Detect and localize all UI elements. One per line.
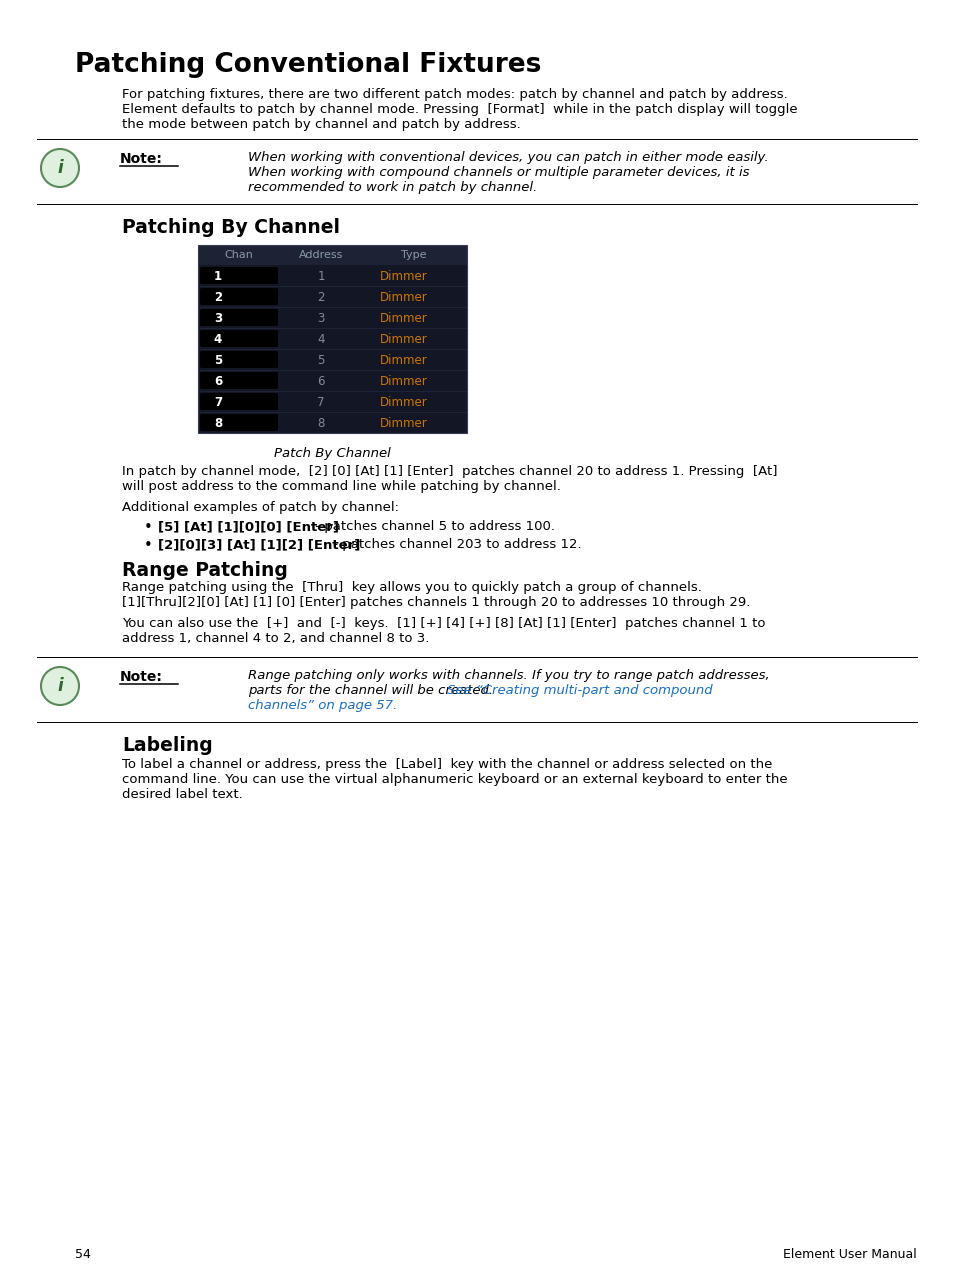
Text: In patch by channel mode,  [2] [0] [At] [1] [Enter]  patches channel 20 to addre: In patch by channel mode, [2] [0] [At] [… <box>122 466 777 478</box>
Text: 5: 5 <box>317 354 324 368</box>
Text: 2: 2 <box>317 291 324 304</box>
Text: channels” on page 57.: channels” on page 57. <box>248 700 396 712</box>
Text: Dimmer: Dimmer <box>379 312 428 326</box>
Text: parts for the channel will be created.: parts for the channel will be created. <box>248 684 497 697</box>
Text: Patch By Channel: Patch By Channel <box>274 446 390 460</box>
Bar <box>198 286 467 307</box>
FancyBboxPatch shape <box>200 287 277 305</box>
Bar <box>198 391 467 412</box>
Text: 5: 5 <box>213 354 222 368</box>
Text: i: i <box>57 677 63 695</box>
Text: Chan: Chan <box>224 251 253 259</box>
Bar <box>198 265 467 286</box>
Bar <box>198 412 467 432</box>
FancyBboxPatch shape <box>200 371 277 389</box>
Text: Dimmer: Dimmer <box>379 396 428 410</box>
Text: For patching fixtures, there are two different patch modes: patch by channel and: For patching fixtures, there are two dif… <box>122 88 787 100</box>
Text: - patches channel 5 to address 100.: - patches channel 5 to address 100. <box>311 520 555 533</box>
Text: 6: 6 <box>213 375 222 388</box>
Text: i: i <box>57 159 63 177</box>
Text: Dimmer: Dimmer <box>379 375 428 388</box>
Text: See “Creating multi-part and compound: See “Creating multi-part and compound <box>446 684 712 697</box>
Text: [1][Thru][2][0] [At] [1] [0] [Enter] patches channels 1 through 20 to addresses : [1][Thru][2][0] [At] [1] [0] [Enter] pat… <box>122 597 750 609</box>
Text: 4: 4 <box>317 333 324 346</box>
Text: When working with conventional devices, you can patch in either mode easily.: When working with conventional devices, … <box>248 151 768 164</box>
Text: 54: 54 <box>75 1248 91 1261</box>
Text: Dimmer: Dimmer <box>379 270 428 282</box>
Text: 2: 2 <box>213 291 222 304</box>
Bar <box>198 328 467 349</box>
Text: command line. You can use the virtual alphanumeric keyboard or an external keybo: command line. You can use the virtual al… <box>122 773 787 786</box>
FancyBboxPatch shape <box>200 267 277 284</box>
Text: will post address to the command line while patching by channel.: will post address to the command line wh… <box>122 480 560 494</box>
Text: Dimmer: Dimmer <box>379 417 428 430</box>
Text: 8: 8 <box>213 417 222 430</box>
Text: Note:: Note: <box>120 670 163 684</box>
Text: Patching Conventional Fixtures: Patching Conventional Fixtures <box>75 52 540 78</box>
Text: Note:: Note: <box>120 151 163 167</box>
FancyBboxPatch shape <box>200 329 277 347</box>
FancyBboxPatch shape <box>200 351 277 368</box>
Text: Element User Manual: Element User Manual <box>782 1248 916 1261</box>
Text: 8: 8 <box>317 417 324 430</box>
Text: Range patching using the  [Thru]  key allows you to quickly patch a group of cha: Range patching using the [Thru] key allo… <box>122 581 701 594</box>
Text: Dimmer: Dimmer <box>379 333 428 346</box>
Text: 4: 4 <box>213 333 222 346</box>
Text: When working with compound channels or multiple parameter devices, it is: When working with compound channels or m… <box>248 167 749 179</box>
Circle shape <box>41 667 79 705</box>
Text: 7: 7 <box>213 396 222 410</box>
Text: the mode between patch by channel and patch by address.: the mode between patch by channel and pa… <box>122 118 520 131</box>
Bar <box>198 349 467 370</box>
Text: Element defaults to patch by channel mode. Pressing  [Format]  while in the patc: Element defaults to patch by channel mod… <box>122 103 797 116</box>
Text: Dimmer: Dimmer <box>379 354 428 368</box>
Text: address 1, channel 4 to 2, and channel 8 to 3.: address 1, channel 4 to 2, and channel 8… <box>122 632 429 645</box>
Bar <box>198 245 467 265</box>
Text: Labeling: Labeling <box>122 736 213 756</box>
Text: You can also use the  [+]  and  [-]  keys.  [1] [+] [4] [+] [8] [At] [1] [Enter]: You can also use the [+] and [-] keys. [… <box>122 617 764 630</box>
Circle shape <box>41 149 79 187</box>
Text: 1: 1 <box>317 270 324 282</box>
Text: 1: 1 <box>213 270 222 282</box>
Text: Patching By Channel: Patching By Channel <box>122 218 339 237</box>
Text: - patches channel 203 to address 12.: - patches channel 203 to address 12. <box>329 538 581 551</box>
Text: [2][0][3] [At] [1][2] [Enter]: [2][0][3] [At] [1][2] [Enter] <box>158 538 360 551</box>
Bar <box>198 370 467 391</box>
Text: recommended to work in patch by channel.: recommended to work in patch by channel. <box>248 181 537 195</box>
Text: Range Patching: Range Patching <box>122 561 288 580</box>
Text: Additional examples of patch by channel:: Additional examples of patch by channel: <box>122 501 398 514</box>
Text: 3: 3 <box>317 312 324 326</box>
Text: [5] [At] [1][0][0] [Enter]: [5] [At] [1][0][0] [Enter] <box>158 520 338 533</box>
FancyBboxPatch shape <box>200 309 277 326</box>
Text: Dimmer: Dimmer <box>379 291 428 304</box>
Text: desired label text.: desired label text. <box>122 787 242 801</box>
FancyBboxPatch shape <box>200 393 277 410</box>
Bar <box>198 307 467 328</box>
Text: Range patching only works with channels. If you try to range patch addresses,: Range patching only works with channels.… <box>248 669 769 682</box>
Bar <box>198 245 467 432</box>
Text: •: • <box>144 538 152 553</box>
Text: Address: Address <box>298 251 343 259</box>
Text: Type: Type <box>401 251 426 259</box>
Text: 6: 6 <box>317 375 324 388</box>
FancyBboxPatch shape <box>200 413 277 431</box>
Text: •: • <box>144 520 152 536</box>
Text: To label a channel or address, press the  [Label]  key with the channel or addre: To label a channel or address, press the… <box>122 758 772 771</box>
Text: 3: 3 <box>213 312 222 326</box>
Text: 7: 7 <box>317 396 324 410</box>
